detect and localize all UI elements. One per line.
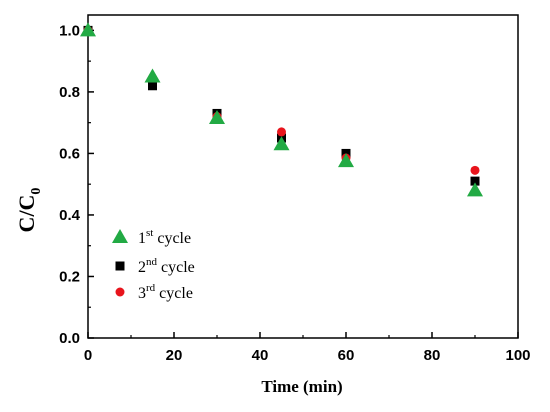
- y-tick-label: 0.2: [59, 268, 80, 285]
- data-point: [80, 22, 96, 37]
- legend-label: 3rd cycle: [138, 282, 193, 302]
- x-tick-label: 0: [84, 347, 92, 364]
- y-axis: 0.0 0.2 0.4 0.6 0.8 1.0: [59, 22, 94, 347]
- y-tick-label: 0.0: [59, 330, 80, 347]
- y-axis-title: C/C0: [14, 188, 44, 233]
- x-tick-label: 60: [338, 347, 355, 364]
- data-point: [338, 153, 354, 168]
- data-point: [209, 110, 225, 125]
- legend-label: 1st cycle: [138, 227, 191, 247]
- data-point: [148, 81, 157, 91]
- data-point: [144, 68, 161, 83]
- data-point: [273, 136, 290, 151]
- x-tick-label: 80: [424, 347, 441, 364]
- x-axis-title: Time (min): [261, 377, 342, 396]
- y-tick-label: 0.6: [59, 145, 80, 162]
- y-tick-label: 0.8: [59, 84, 80, 101]
- series-3rd-cycle: [83, 25, 480, 175]
- legend-item: 3rd cycle: [115, 282, 193, 302]
- x-axis: 0 20 40 60 80 100: [84, 332, 531, 364]
- x-tick-label: 40: [252, 347, 269, 364]
- legend: 1st cycle 2nd cycle 3rd cycle: [112, 227, 195, 302]
- data-point: [277, 127, 286, 137]
- legend-label: 2nd cycle: [138, 256, 195, 276]
- legend-marker: [115, 287, 125, 297]
- y-tick-label: 0.4: [59, 207, 81, 224]
- data-point: [467, 182, 483, 197]
- legend-marker: [112, 229, 128, 243]
- y-axis-title-subscript: 0: [29, 188, 44, 195]
- y-tick-label: 1.0: [59, 22, 80, 39]
- legend-marker: [115, 261, 125, 271]
- data-point: [470, 165, 480, 175]
- legend-item: 2nd cycle: [115, 256, 195, 276]
- series-2nd-cycle: [83, 25, 480, 186]
- x-tick-label: 100: [505, 347, 530, 364]
- x-tick-label: 20: [166, 347, 183, 364]
- series-1st-cycle: [80, 22, 483, 197]
- y-axis-title-main: C/C: [14, 195, 39, 233]
- legend-item: 1st cycle: [112, 227, 191, 247]
- data-point: [470, 176, 480, 186]
- data-points: [80, 22, 483, 197]
